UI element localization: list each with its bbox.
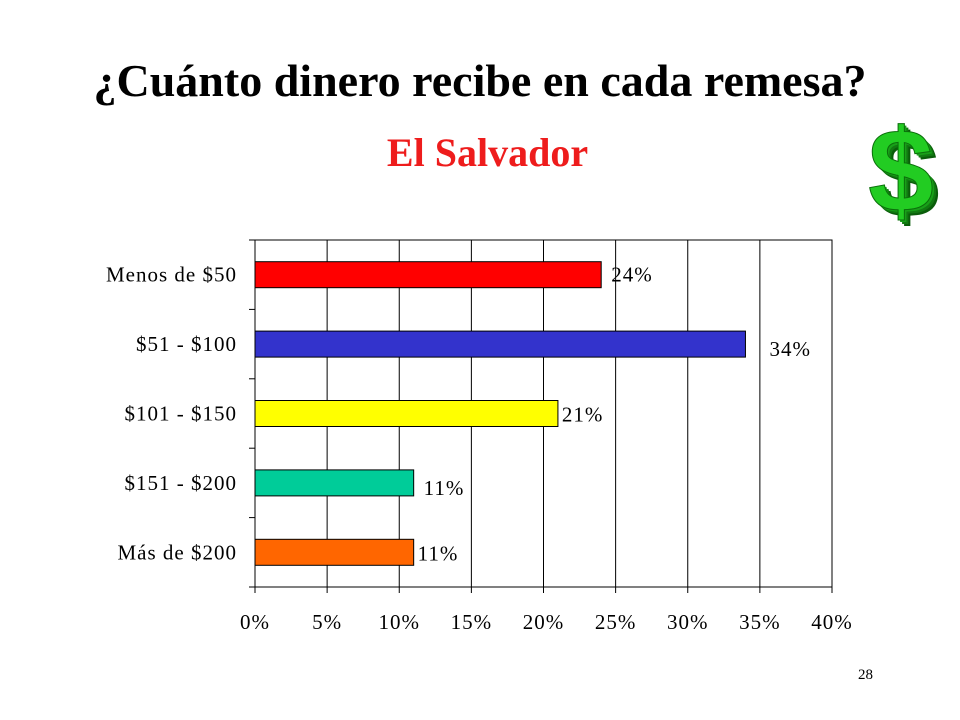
page-number: 28 [858,667,873,683]
category-label: Más de $200 [118,540,238,564]
svg-text:$: $ [870,120,936,230]
slide-subtitle: El Salvador [386,130,589,175]
bar [254,400,559,427]
x-tick-label: 5% [312,610,342,634]
svg-text:$: $ [872,120,938,230]
bar [254,538,415,566]
data-label: 24% [611,263,653,287]
x-tick-label: 20% [523,610,565,634]
x-tick-label: 40% [811,610,853,634]
x-tick-label: 30% [667,610,709,634]
svg-text:$: $ [868,120,934,230]
x-tick-label: 25% [595,610,637,634]
bar [254,469,415,497]
bar [254,330,746,358]
category-label: Menos de $50 [106,263,237,287]
category-label: $51 - $100 [136,332,237,356]
slide-title: ¿Cuánto dinero recibe en cada remesa? [93,55,867,106]
category-label: $151 - $200 [125,471,238,495]
svg-text:$: $ [874,120,940,230]
data-label: 11% [424,476,465,500]
x-tick-label: 0% [240,610,270,634]
dollar-sign-icon: $ $ $ $ [868,120,940,230]
bar [254,261,602,289]
data-label: 11% [418,541,459,565]
category-label: $101 - $150 [125,402,238,426]
data-label: 21% [562,403,604,427]
data-label: 34% [769,337,811,361]
x-tick-label: 35% [739,610,781,634]
x-tick-label: 10% [379,610,421,634]
x-tick-label: 15% [451,610,493,634]
